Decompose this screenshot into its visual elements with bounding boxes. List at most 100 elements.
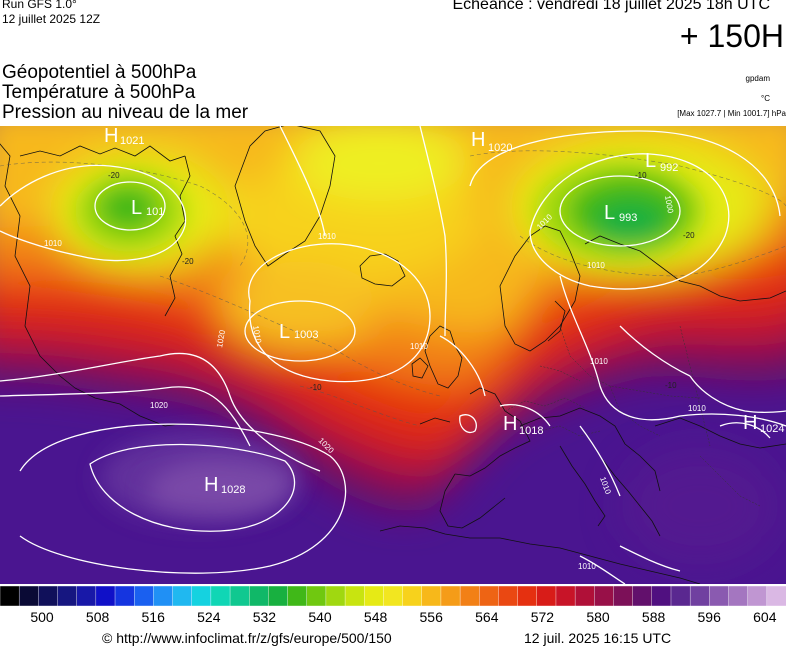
center-letter: L	[604, 202, 615, 224]
lead-time: + 150H	[679, 18, 784, 54]
temperature-label: -20	[108, 171, 120, 180]
isobar-label: 1010	[410, 342, 428, 351]
center-letter: H	[204, 474, 218, 496]
center-letter: H	[743, 412, 757, 434]
colorbar-swatch	[114, 586, 135, 606]
colorbar-swatch	[536, 586, 557, 606]
colorbar-swatch	[574, 586, 595, 606]
pressure-range: [Max 1027.7 | Min 1001.7] hPa	[677, 109, 786, 118]
center-value: 993	[619, 212, 637, 224]
unit-celsius: °C	[761, 94, 770, 103]
colorbar-swatch	[325, 586, 346, 606]
source-credit: © http://www.infoclimat.fr/z/gfs/europe/…	[102, 630, 392, 646]
center-letter: H	[104, 126, 118, 147]
temperature-value-labels: -20 -20 -10 -20 -10 -10	[108, 171, 695, 392]
field-pressure: Pression au niveau de la mer	[2, 102, 249, 123]
pressure-centers: H 1021 L 101 H 1020 L 993 L 992 L 1003	[104, 126, 784, 496]
colorbar-swatch	[172, 586, 193, 606]
colorbar-swatch	[709, 586, 730, 606]
colorbar-tick-label: 588	[641, 609, 666, 625]
colorbar-swatch	[210, 586, 231, 606]
colorbar-swatch	[632, 586, 653, 606]
pressure-center: H 1018	[503, 413, 543, 437]
colorbar-tick-label: 580	[586, 609, 610, 625]
colorbar-swatch	[670, 586, 691, 606]
colorbar-swatch	[249, 586, 269, 606]
center-value: 992	[660, 162, 678, 174]
center-value: 1028	[221, 484, 245, 496]
pressure-center: H 1024	[743, 412, 784, 435]
pressure-center: H 1021	[104, 126, 144, 147]
field-temperature: Température à 500hPa	[2, 82, 196, 103]
center-value: 1018	[519, 425, 543, 437]
center-letter: H	[471, 129, 485, 151]
isobar-label: 1010	[590, 357, 608, 366]
isobar-label: 1010	[44, 239, 62, 248]
temperature-label: -10	[665, 381, 677, 390]
center-letter: L	[645, 150, 656, 172]
colorbar-swatch	[229, 586, 250, 606]
isobar-label: 1020	[215, 329, 227, 349]
colorbar-tick-label: 572	[530, 609, 555, 625]
geopotential-field	[0, 126, 786, 566]
center-value: 1003	[294, 329, 318, 341]
field-geopotential: Géopotentiel à 500hPa	[2, 62, 197, 83]
temperature-label: -10	[310, 383, 322, 392]
isobar-label: 1010	[318, 232, 336, 241]
colorbar-swatch	[95, 586, 116, 606]
pressure-center: L 1003	[279, 321, 318, 343]
center-letter: H	[503, 413, 517, 435]
colorbar-swatch	[555, 586, 576, 606]
colorbar-tick-label: 596	[697, 609, 721, 625]
colorbar-swatch	[191, 586, 212, 606]
center-value: 1024	[760, 423, 784, 435]
center-value: 1020	[488, 142, 512, 154]
colorbar-tick-label: 516	[141, 609, 165, 625]
colorbar-swatch	[0, 586, 20, 606]
colorbar-swatch	[38, 586, 59, 606]
center-letter: L	[279, 321, 290, 343]
colorbar-swatch	[402, 586, 423, 606]
isobar-label: 1020	[150, 401, 168, 410]
colorbar-tick-label: 556	[419, 609, 443, 625]
colorbar-swatch	[479, 586, 500, 606]
colorbar-swatch	[747, 586, 768, 606]
colorbar-swatch	[153, 586, 174, 606]
isobar-label: 1000	[663, 195, 675, 215]
colorbar-tick-label: 500	[30, 609, 54, 625]
isobar-label: 1010	[688, 404, 706, 413]
colorbar-tick-label: 564	[475, 609, 499, 625]
colorbar-swatch	[76, 586, 97, 606]
coastlines	[0, 126, 786, 584]
colorbar-tick-label: 508	[85, 609, 110, 625]
center-letter: L	[131, 197, 142, 219]
center-value: 1021	[120, 135, 144, 147]
colorbar-swatch	[344, 586, 365, 606]
generation-timestamp: 12 juil. 2025 16:15 UTC	[524, 630, 672, 646]
temperature-label: -20	[683, 231, 695, 240]
colorbar-swatch	[18, 586, 39, 606]
colorbar-swatch	[421, 586, 442, 606]
pressure-center: L 993	[604, 202, 637, 224]
forecast-valid-time: Echéance : vendredi 18 juillet 2025 18h …	[452, 0, 770, 13]
colorbar-swatch	[57, 586, 78, 606]
temperature-label: -20	[182, 257, 194, 266]
colorbar-tick-label: 540	[308, 609, 332, 625]
isobar-label: 1010	[587, 261, 605, 270]
colorbar-swatch	[613, 586, 634, 606]
run-date: 12 juillet 2025 12Z	[2, 12, 101, 26]
colorbar-swatch	[133, 586, 154, 606]
colorbar-swatch	[306, 586, 327, 606]
pressure-center: H 1028	[204, 474, 245, 496]
colorbar-tick-label: 524	[197, 609, 221, 625]
temperature-contours	[0, 150, 786, 427]
colorbar	[0, 586, 786, 606]
isobars	[0, 126, 786, 584]
weather-map: 1010 1010 1020 1010 1020 1020 1010 1010 …	[0, 126, 786, 584]
colorbar-swatch	[268, 586, 289, 606]
temperature-label: -10	[635, 171, 647, 180]
colorbar-swatch	[364, 586, 385, 606]
colorbar-swatch	[287, 586, 308, 606]
unit-gpdam: gpdam	[745, 74, 770, 83]
isobar-label: 1010	[578, 562, 596, 571]
